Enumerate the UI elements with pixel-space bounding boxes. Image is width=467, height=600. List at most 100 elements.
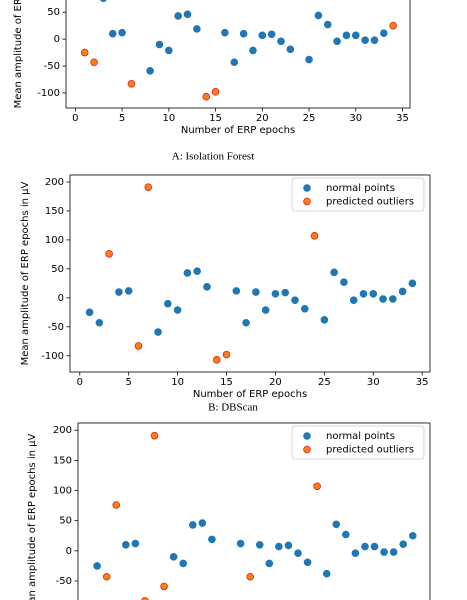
point	[127, 79, 136, 88]
axes-frame	[69, 174, 431, 373]
point	[361, 36, 369, 44]
point	[164, 299, 172, 308]
point	[342, 530, 350, 539]
y-tick-label: 200	[53, 425, 72, 436]
point	[398, 287, 407, 296]
x-tick-label: 5	[126, 377, 132, 388]
point	[202, 92, 211, 101]
x-tick-label: 5	[119, 113, 125, 124]
point	[291, 296, 299, 304]
point	[284, 541, 293, 550]
point	[310, 232, 319, 240]
panel: -50 0 50 100 150 200 Mean amplitude of ERP epo…	[27, 422, 431, 600]
point	[105, 250, 113, 258]
point	[267, 30, 276, 39]
point	[239, 29, 248, 38]
point	[330, 268, 338, 277]
point	[277, 37, 285, 46]
point	[95, 318, 104, 327]
point	[141, 597, 149, 600]
point	[174, 12, 182, 20]
legend-label: predicted outliers	[326, 197, 414, 208]
point	[134, 342, 143, 350]
caption: B: DBScan	[208, 402, 258, 414]
x-tick-label: 15	[209, 113, 222, 124]
x-axis-label: Number of ERP epochs	[181, 125, 295, 136]
point	[361, 542, 369, 551]
point	[131, 539, 140, 548]
point	[122, 540, 130, 549]
x-tick-label: 20	[256, 113, 269, 124]
point	[342, 31, 351, 40]
point	[370, 36, 379, 44]
point	[118, 28, 126, 37]
point	[169, 553, 178, 561]
point	[198, 519, 207, 527]
y-tick-label: 50	[51, 264, 64, 275]
point	[100, 0, 107, 2]
point	[144, 183, 153, 191]
axes-frame	[65, 0, 411, 109]
y-tick-label: -50	[56, 576, 72, 587]
y-tick-label: 50	[59, 516, 72, 527]
point	[80, 48, 89, 57]
y-tick-label: 0	[66, 546, 72, 557]
point	[351, 549, 360, 558]
legend: normal points predicted outliers	[291, 425, 425, 460]
point	[246, 572, 254, 581]
point	[294, 549, 302, 558]
y-axis-label: Mean amplitude of ERP epochs in µV	[20, 181, 31, 365]
y-tick-label: 150	[53, 455, 72, 466]
point	[242, 318, 250, 327]
point	[222, 350, 231, 359]
y-tick-label: -50	[44, 61, 60, 72]
point	[320, 316, 329, 324]
y-tick-label: 200	[45, 177, 64, 188]
x-axis-label: Number of ERP epochs	[193, 389, 307, 400]
point	[305, 55, 313, 64]
y-tick-label: -50	[48, 322, 64, 333]
point	[160, 582, 168, 591]
y-tick-label: 0	[58, 293, 64, 304]
legend-marker	[303, 445, 311, 454]
point	[102, 572, 111, 581]
legend-marker	[303, 197, 311, 206]
point	[389, 295, 397, 303]
plot-area	[80, 0, 397, 101]
point	[399, 540, 408, 548]
point	[93, 562, 101, 570]
point	[252, 288, 260, 296]
point	[173, 306, 182, 314]
x-tick-label: 25	[318, 377, 331, 388]
point	[303, 558, 312, 567]
x-tick-label: 15	[220, 377, 233, 388]
point	[115, 288, 123, 296]
point	[112, 501, 121, 509]
point	[340, 278, 348, 286]
axes-frame	[77, 422, 431, 600]
point	[351, 31, 360, 40]
point	[179, 559, 188, 568]
plot-area	[93, 431, 417, 600]
x-tick-label: 30	[367, 377, 380, 388]
x-tick-label: 10	[171, 377, 184, 388]
x-tick-label: 30	[349, 113, 362, 124]
legend-marker	[303, 432, 311, 440]
x-tick-label: 25	[303, 113, 316, 124]
point	[313, 482, 321, 491]
y-axis-label: Mean amplitude of ERP epochs in µV	[13, 0, 24, 108]
y-tick-label: 50	[47, 7, 60, 18]
point	[154, 328, 162, 336]
caption: A: Isolation Forest	[172, 151, 255, 163]
point	[389, 548, 398, 556]
y-tick-label: 100	[53, 486, 72, 497]
point	[286, 45, 295, 54]
point	[232, 287, 241, 295]
point	[281, 288, 290, 297]
legend-box	[291, 425, 425, 460]
legend-label: normal points	[326, 431, 395, 442]
point	[389, 21, 397, 30]
point	[370, 542, 379, 551]
point	[165, 46, 173, 55]
